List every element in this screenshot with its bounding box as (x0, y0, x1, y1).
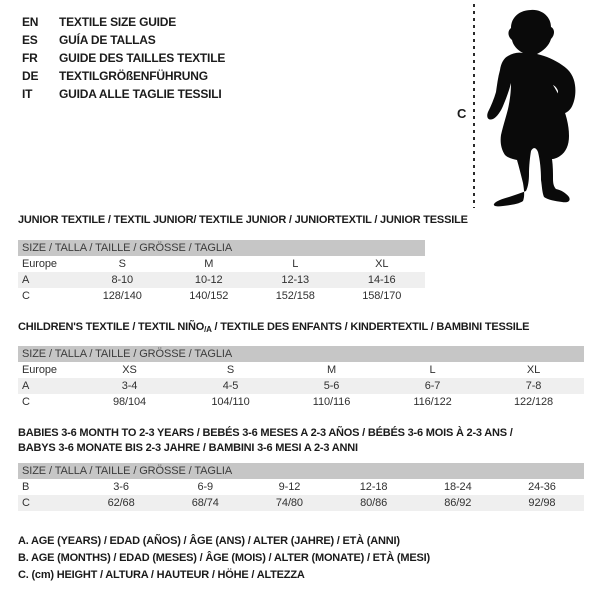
row-label: Europe (22, 364, 57, 376)
row-label: C (22, 396, 30, 408)
age-cell: 12-13 (281, 274, 310, 286)
row-label: C (22, 497, 30, 509)
age-cell: 3-4 (121, 380, 138, 392)
height-cell: 74/80 (275, 497, 303, 509)
language-row-es: ES GUÍA DE TALLAS (22, 31, 225, 49)
size-cell: M (204, 258, 214, 270)
note-age-months: B. AGE (MONTHS) / EDAD (MESES) / ÂGE (MO… (18, 552, 430, 564)
age-cell: 10-12 (194, 274, 223, 286)
age-cell: 6-7 (424, 380, 441, 392)
row-label: C (22, 290, 30, 302)
language-row-fr: FR GUIDE DES TAILLES TEXTILE (22, 49, 225, 67)
title-line1: BABIES 3-6 MONTH TO 2-3 YEARS / BEBÉS 3-… (18, 427, 513, 439)
height-cell: 80/86 (360, 497, 388, 509)
language-row-it: IT GUIDA ALLE TAGLIE TESSILI (22, 85, 225, 103)
height-cell: 104/110 (211, 396, 250, 408)
language-row-de: DE TEXTILGRÖßENFÜHRUNG (22, 67, 225, 85)
table-row-age: A 3-4 4-5 5-6 6-7 7-8 (18, 378, 584, 394)
table-junior: SIZE / TALLA / TAILLE / GRÖSSE / TAGLIA … (18, 240, 425, 304)
language-code: FR (22, 51, 38, 65)
language-title: TEXTILGRÖßENFÜHRUNG (59, 69, 208, 83)
table-size-header: SIZE / TALLA / TAILLE / GRÖSSE / TAGLIA (18, 240, 425, 256)
size-cell: S (118, 258, 126, 270)
age-cell: 5-6 (323, 380, 340, 392)
height-measure-label: C (457, 106, 467, 121)
language-title: TEXTILE SIZE GUIDE (59, 15, 177, 29)
size-cell: L (429, 364, 436, 376)
height-cell: 152/158 (275, 290, 315, 302)
age-cell: 14-16 (367, 274, 396, 286)
language-list: EN TEXTILE SIZE GUIDE ES GUÍA DE TALLAS … (22, 13, 225, 103)
table-row-height: C 62/68 68/74 74/80 80/86 86/92 92/98 (18, 495, 584, 511)
language-code: IT (22, 87, 33, 101)
table-row-age: A 8-10 10-12 12-13 14-16 (18, 272, 425, 288)
height-cell: 158/170 (362, 290, 402, 302)
row-label: Europe (22, 258, 57, 270)
size-cell: XL (375, 258, 389, 270)
age-cell: 8-10 (111, 274, 134, 286)
months-cell: 3-6 (113, 481, 129, 493)
section-title-babies: BABIES 3-6 MONTH TO 2-3 YEARS / BEBÉS 3-… (18, 426, 513, 456)
size-cell: XS (122, 364, 137, 376)
size-cell: L (292, 258, 299, 270)
height-cell: 98/104 (112, 396, 147, 408)
title-line2: BABYS 3-6 MONATE BIS 2-3 JAHRE / BAMBINI… (18, 442, 358, 454)
months-cell: 9-12 (278, 481, 301, 493)
row-label: A (22, 274, 30, 286)
title-text: CHILDREN'S TEXTILE / TEXTIL NIÑO (18, 321, 205, 333)
size-cell: S (226, 364, 235, 376)
language-code: EN (22, 15, 39, 29)
table-row-europe: Europe XS S M L XL (18, 362, 584, 378)
note-age-years: A. AGE (YEARS) / EDAD (AÑOS) / ÂGE (ANS)… (18, 535, 400, 547)
section-title-junior: JUNIOR TEXTILE / TEXTIL JUNIOR/ TEXTILE … (18, 214, 468, 226)
age-cell: 7-8 (525, 380, 542, 392)
height-cell: 86/92 (444, 497, 472, 509)
language-row-en: EN TEXTILE SIZE GUIDE (22, 13, 225, 31)
months-cell: 18-24 (443, 481, 472, 493)
baby-silhouette-icon (487, 9, 576, 207)
height-cell: 116/122 (413, 396, 452, 408)
height-cell: 122/128 (513, 396, 554, 408)
height-cell: 68/74 (191, 497, 219, 509)
months-cell: 6-9 (197, 481, 214, 493)
language-code: ES (22, 33, 38, 47)
height-cell: 62/68 (107, 497, 135, 509)
size-cell: M (326, 364, 337, 376)
row-label: B (22, 481, 30, 493)
language-code: DE (22, 69, 39, 83)
months-cell: 24-36 (528, 481, 556, 493)
table-size-header: SIZE / TALLA / TAILLE / GRÖSSE / TAGLIA (18, 346, 584, 362)
table-size-header: SIZE / TALLA / TAILLE / GRÖSSE / TAGLIA (18, 463, 584, 479)
months-cell: 12-18 (359, 481, 388, 493)
language-title: GUÍA DE TALLAS (59, 33, 156, 47)
legend-notes: A. AGE (YEARS) / EDAD (AÑOS) / ÂGE (ANS)… (18, 533, 430, 584)
table-row-months: B 3-6 6-9 9-12 12-18 18-24 24-36 (18, 479, 584, 495)
table-row-europe: Europe S M L XL (18, 256, 425, 272)
height-measure-dotted-line (473, 4, 475, 208)
height-cell: 128/140 (102, 290, 142, 302)
height-cell: 140/152 (189, 290, 229, 302)
language-title: GUIDE DES TAILLES TEXTILE (59, 51, 226, 65)
table-babies: SIZE / TALLA / TAILLE / GRÖSSE / TAGLIA … (18, 463, 584, 511)
section-title-children: CHILDREN'S TEXTILE / TEXTIL NIÑO/A / TEX… (18, 320, 530, 337)
age-cell: 4-5 (222, 380, 239, 392)
size-cell: XL (526, 364, 541, 376)
height-cell: 92/98 (528, 497, 556, 509)
table-children: SIZE / TALLA / TAILLE / GRÖSSE / TAGLIA … (18, 346, 584, 410)
table-row-height: C 128/140 140/152 152/158 158/170 (18, 288, 425, 304)
note-height: C. (cm) HEIGHT / ALTURA / HAUTEUR / HÖHE… (18, 569, 305, 581)
height-cell: 110/116 (312, 396, 351, 408)
row-label: A (22, 380, 30, 392)
title-text: / TEXTILE DES ENFANTS / KINDERTEXTIL / B… (211, 321, 530, 333)
language-title: GUIDA ALLE TAGLIE TESSILI (59, 87, 222, 101)
table-row-height: C 98/104 104/110 110/116 116/122 122/128 (18, 394, 584, 410)
title-subscript: /A (204, 325, 212, 334)
